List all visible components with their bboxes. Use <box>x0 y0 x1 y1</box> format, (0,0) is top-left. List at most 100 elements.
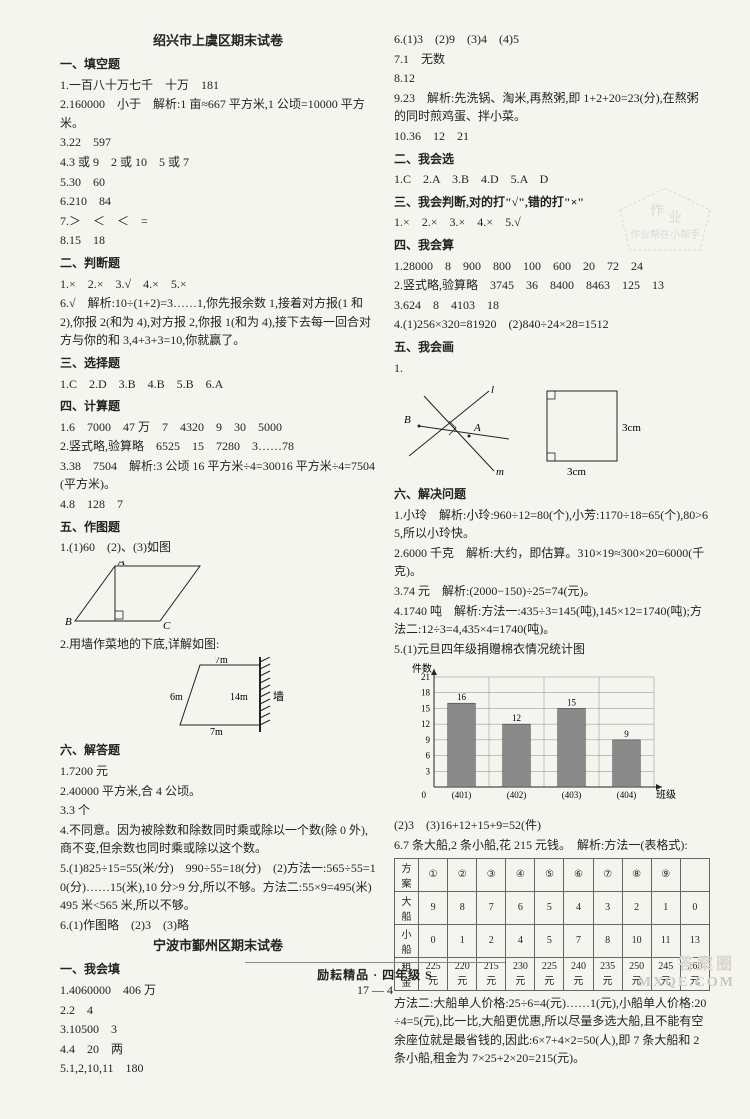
answer-line: 3.624 8 4103 18 <box>394 296 710 315</box>
watermark-bottom: MXQE.COM <box>638 975 735 991</box>
answer-line: 4.8 128 7 <box>60 495 376 514</box>
svg-text:(404): (404) <box>617 790 637 800</box>
answer-line: 6.210 84 <box>60 192 376 211</box>
svg-text:m: m <box>496 466 504 478</box>
svg-text:(403): (403) <box>562 790 582 800</box>
svg-text:6m: 6m <box>170 692 183 703</box>
answer-line: 10.36 12 21 <box>394 127 710 146</box>
svg-text:A: A <box>473 422 481 434</box>
section-head: 六、解决问题 <box>394 485 710 504</box>
svg-text:l: l <box>491 384 494 396</box>
svg-text:14m: 14m <box>230 692 248 703</box>
svg-text:(402): (402) <box>507 790 527 800</box>
answer-line: 2.6000 千克 解析:大约，即估算。310×19≈300×20=6000(千… <box>394 544 710 581</box>
answer-line: 5.30 60 <box>60 173 376 192</box>
section-head: 二、判断题 <box>60 254 376 273</box>
svg-text:A: A <box>117 561 125 568</box>
svg-text:7m: 7m <box>210 727 223 737</box>
svg-text:18: 18 <box>421 688 431 698</box>
footer-main: 励耘精品 · 四年级 S <box>317 968 433 982</box>
answer-line: 3.3 个 <box>60 801 376 820</box>
answer-line: 4.4 20 两 <box>60 1040 376 1059</box>
answer-line: 2.用墙作菜地的下底,详解如图: <box>60 635 376 654</box>
answer-line: 4.不同意。因为被除数和除数同时乘或除以一个数(除 0 外),商不变,但余数也同… <box>60 821 376 858</box>
svg-text:B: B <box>65 616 72 628</box>
answer-line: 8.15 18 <box>60 231 376 250</box>
answer-line: 1.× 2.× 3.√ 4.× 5.× <box>60 275 376 294</box>
answer-line: 1.(1)60 (2)、(3)如图 <box>60 538 376 557</box>
svg-text:12: 12 <box>512 714 521 724</box>
answer-line: 3.10500 3 <box>60 1020 376 1039</box>
answer-line: 6.7 条大船,2 条小船,花 215 元钱。 解析:方法一(表格式): <box>394 836 710 855</box>
svg-text:3cm: 3cm <box>622 422 641 434</box>
answer-line: 1.C 2.D 3.B 4.B 5.B 6.A <box>60 375 376 394</box>
answer-line: 4.3 或 9 2 或 10 5 或 7 <box>60 153 376 172</box>
answer-line: 3.22 597 <box>60 133 376 152</box>
answer-line: 5.1,2,10,11 180 <box>60 1059 376 1078</box>
svg-text:作业帮在小帮手: 作业帮在小帮手 <box>630 228 700 241</box>
square-svg: 3cm 3cm <box>532 381 642 481</box>
answer-line: 5.(1)825÷15=55(米/分) 990÷55=18(分) (2)方法一:… <box>60 859 376 915</box>
answer-line: 4.(1)256×320=81920 (2)840÷24×28=1512 <box>394 315 710 334</box>
svg-text:6: 6 <box>426 751 431 761</box>
answer-line: 1.小玲 解析:小玲:960÷12=80(个),小芳:1170÷18=65(个)… <box>394 506 710 543</box>
answer-line: 1. <box>394 359 710 378</box>
answer-line: 1.6 7000 47 万 7 4320 9 30 5000 <box>60 418 376 437</box>
geometry-figures-row: l m A B 3cm 3cm <box>394 381 710 481</box>
answer-line: 1.7200 元 <box>60 762 376 781</box>
svg-text:业: 业 <box>668 210 682 226</box>
answer-line: 方法二:大船单人价格:25÷6=4(元)……1(元),小船单人价格:20÷4=5… <box>394 994 710 1068</box>
answer-line: 7.＞ ＜ ＜ = <box>60 212 376 231</box>
answer-line: 3.74 元 解析:(2000−150)÷25=74(元)。 <box>394 582 710 601</box>
svg-text:9: 9 <box>624 729 629 739</box>
svg-text:3cm: 3cm <box>567 466 586 478</box>
geometry-svg: A B C <box>60 561 210 631</box>
svg-text:B: B <box>404 414 411 426</box>
answer-line: 2.竖式略,验算略 6525 15 7280 3……78 <box>60 437 376 456</box>
answer-line: 2.2 4 <box>60 1001 376 1020</box>
answer-line: 1.一百八十万七千 十万 181 <box>60 76 376 95</box>
svg-text:16: 16 <box>457 693 467 703</box>
svg-text:12: 12 <box>421 720 430 730</box>
section-head: 五、我会画 <box>394 338 710 357</box>
svg-text:(401): (401) <box>452 790 472 800</box>
section-head: 三、选择题 <box>60 354 376 373</box>
section-head: 五、作图题 <box>60 518 376 537</box>
answer-line: 7.1 无数 <box>394 50 710 69</box>
page-content: 绍兴市上虞区期末试卷 一、填空题 1.一百八十万七千 十万 181 2.1600… <box>0 0 750 1119</box>
answer-line: 6.√ 解析:10÷(1+2)=3……1,你先报余数 1,接着对方报(1 和 2… <box>60 294 376 350</box>
svg-text:15: 15 <box>421 704 431 714</box>
geometry-svg: 7m 14m 7m 6m 墙 <box>170 657 290 737</box>
section-head: 一、填空题 <box>60 55 376 74</box>
answer-line: 5.(1)元旦四年级捐赠棉衣情况统计图 <box>394 640 710 659</box>
section-head: 六、解答题 <box>60 741 376 760</box>
answer-line: 2.40000 平方米,合 4 公顷。 <box>60 782 376 801</box>
svg-text:15: 15 <box>567 698 577 708</box>
svg-text:21: 21 <box>421 672 430 682</box>
svg-text:C: C <box>163 620 171 631</box>
answer-line: 6.(1)作图略 (2)3 (3)略 <box>60 916 376 935</box>
watermark-top: 答案圈 <box>678 950 735 974</box>
section-head: 二、我会选 <box>394 150 710 169</box>
section-head: 四、计算题 <box>60 397 376 416</box>
answer-line: (2)3 (3)16+12+15+9=52(件) <box>394 816 710 835</box>
left-column: 绍兴市上虞区期末试卷 一、填空题 1.一百八十万七千 十万 181 2.1600… <box>60 30 376 1079</box>
bar-chart-figure: 件数3691215182116(401)12(402)15(403)9(404)… <box>394 662 710 812</box>
perpendicular-lines-svg: l m A B <box>394 381 524 481</box>
svg-text:3: 3 <box>426 767 431 777</box>
svg-text:7m: 7m <box>215 657 228 666</box>
svg-text:0: 0 <box>422 790 427 800</box>
svg-text:9: 9 <box>426 735 431 745</box>
svg-text:班级: 班级 <box>656 789 676 801</box>
answer-line: 9.23 解析:先洗锅、淘米,再熬粥,即 1+2+20=23(分),在熬粥的同时… <box>394 89 710 126</box>
paper-title-2: 宁波市鄞州区期末试卷 <box>60 935 376 954</box>
answer-line: 2.竖式略,验算略 3745 36 8400 8463 125 13 <box>394 276 710 295</box>
parallelogram-figure: A B C <box>60 561 376 631</box>
svg-text:墙: 墙 <box>273 689 284 703</box>
answer-line: 2.160000 小于 解析:1 亩≈667 平方米,1 公顷=10000 平方… <box>60 95 376 132</box>
svg-text:作: 作 <box>650 203 664 219</box>
bar-chart-svg: 件数3691215182116(401)12(402)15(403)9(404)… <box>404 662 684 812</box>
answer-line: 3.38 7504 解析:3 公顷 16 平方米÷4=30016 平方米÷4=7… <box>60 457 376 494</box>
answer-line: 6.(1)3 (2)9 (3)4 (4)5 <box>394 30 710 49</box>
trapezoid-figure: 7m 14m 7m 6m 墙 <box>60 657 376 737</box>
